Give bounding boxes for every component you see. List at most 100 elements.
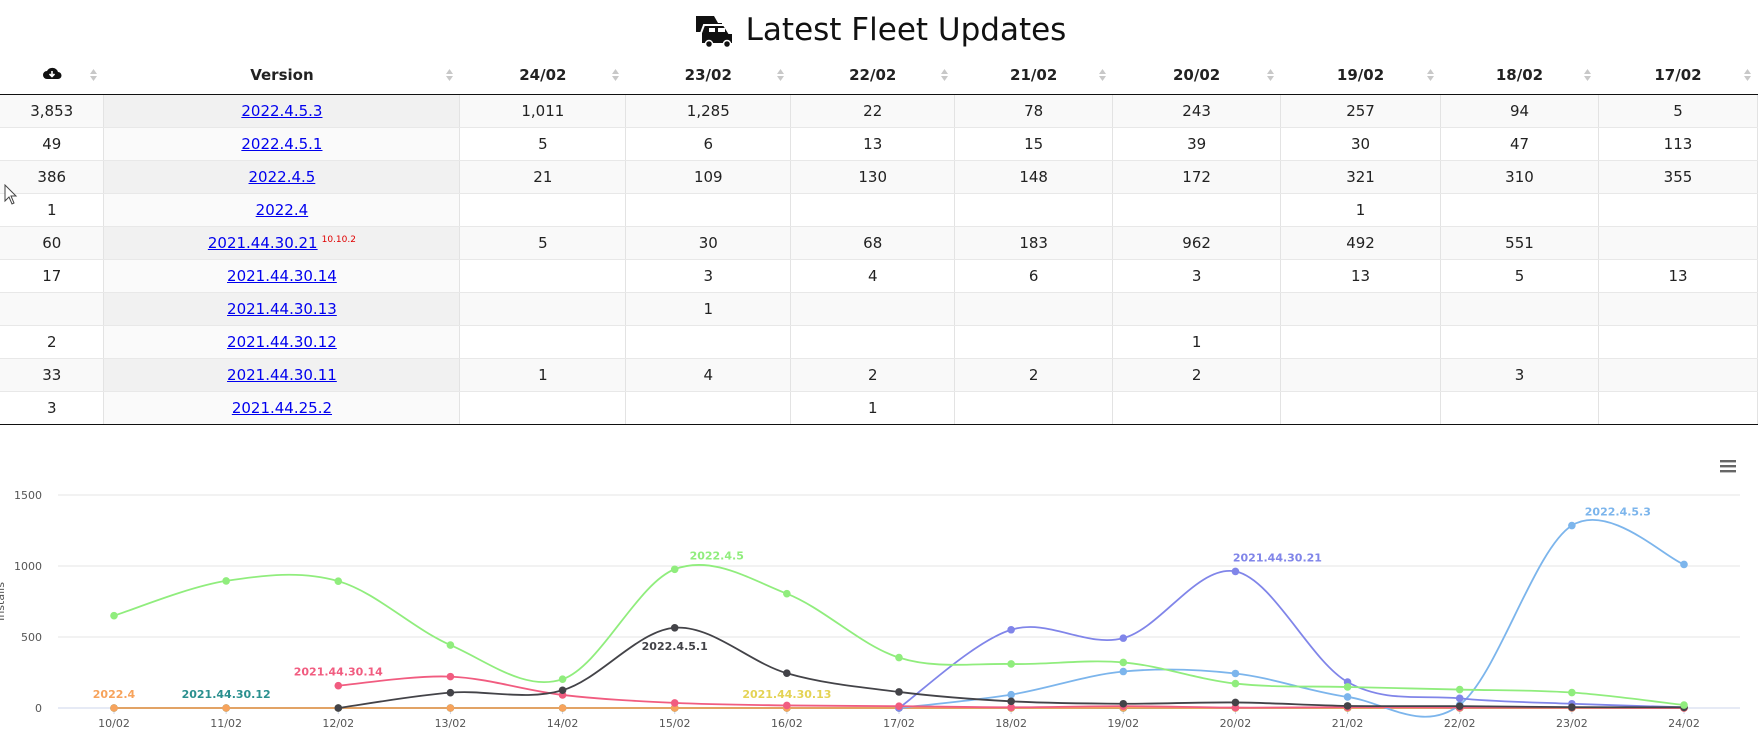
version-link[interactable]: 2021.44.30.12 [227, 333, 337, 351]
data-point[interactable] [558, 704, 567, 712]
data-point[interactable] [222, 577, 230, 585]
daily-count-cell: 4 [790, 259, 956, 293]
version-link[interactable]: 2021.44.25.2 [231, 399, 333, 417]
sort-icon[interactable] [1743, 68, 1752, 82]
data-point[interactable] [1119, 658, 1128, 667]
column-header[interactable]: Version [103, 56, 460, 95]
data-point[interactable] [334, 681, 343, 690]
daily-count-cell [459, 292, 627, 326]
column-header[interactable]: 18/02 [1440, 56, 1599, 95]
sort-icon[interactable] [89, 68, 98, 82]
sort-icon[interactable] [1583, 68, 1592, 82]
table-row: 3 2021.44.25.2 1 [0, 391, 1758, 425]
version-link[interactable]: 2021.44.30.13 [227, 300, 337, 318]
daily-count-cell: 113 [1598, 127, 1758, 161]
daily-count-cell [1112, 193, 1282, 227]
daily-count-cell: 4 [625, 358, 792, 392]
data-point[interactable] [110, 611, 118, 620]
data-point[interactable] [1119, 634, 1128, 642]
data-point[interactable] [446, 688, 455, 697]
page-header: Latest Fleet Updates [0, 0, 1758, 60]
data-point[interactable] [1007, 660, 1015, 668]
data-point[interactable] [1007, 690, 1015, 699]
column-header-total[interactable] [0, 56, 104, 95]
series-data-label: 2021.44.30.12 [182, 688, 271, 701]
data-point[interactable] [783, 669, 791, 678]
data-point[interactable] [222, 704, 230, 712]
data-point[interactable] [558, 675, 567, 683]
data-point[interactable] [1455, 694, 1464, 703]
sort-icon[interactable] [445, 68, 454, 82]
data-point[interactable] [110, 704, 118, 712]
data-point[interactable] [895, 688, 903, 696]
daily-count-cell [954, 325, 1114, 359]
sort-icon[interactable] [940, 68, 949, 82]
data-point[interactable] [1343, 693, 1352, 701]
version-link[interactable]: 2022.4.5 [248, 168, 316, 186]
data-point[interactable] [1119, 699, 1128, 708]
version-cell: 2022.4.5.3 [103, 94, 461, 128]
sort-icon[interactable] [611, 68, 620, 82]
data-point[interactable] [670, 623, 679, 632]
data-point[interactable] [895, 653, 903, 662]
data-point[interactable] [1343, 702, 1352, 710]
data-point[interactable] [1231, 698, 1240, 707]
total-cell: 386 [0, 160, 105, 194]
data-point[interactable] [1231, 567, 1240, 576]
hamburger-menu-icon[interactable] [1718, 458, 1738, 474]
sort-icon[interactable] [1426, 68, 1435, 82]
data-point[interactable] [1455, 685, 1464, 694]
data-point[interactable] [783, 701, 791, 710]
data-point[interactable] [1568, 688, 1576, 697]
total-cell: 49 [0, 127, 105, 161]
x-tick-label: 15/02 [659, 717, 691, 730]
sort-icon[interactable] [1266, 68, 1275, 82]
series-data-label: 2021.44.30.21 [1233, 551, 1322, 564]
data-point[interactable] [1455, 702, 1464, 710]
version-link[interactable]: 2022.4 [255, 201, 309, 219]
data-point[interactable] [1343, 683, 1352, 691]
version-link[interactable]: 2022.4.5.3 [241, 102, 323, 120]
data-point[interactable] [670, 699, 679, 707]
daily-count-cell: 310 [1440, 160, 1599, 194]
data-point[interactable] [895, 702, 903, 710]
version-link[interactable]: 2021.44.30.11 [227, 366, 337, 384]
column-header[interactable]: 23/02 [625, 56, 791, 95]
data-point[interactable] [1119, 667, 1128, 676]
data-point[interactable] [446, 704, 455, 712]
daily-count-cell: 13 [1280, 259, 1442, 293]
data-point[interactable] [1231, 669, 1240, 678]
column-header[interactable]: 24/02 [459, 56, 626, 95]
data-point[interactable] [1007, 703, 1015, 712]
version-link[interactable]: 2021.44.30.21 [207, 234, 318, 252]
data-point[interactable] [446, 641, 455, 649]
data-point[interactable] [558, 686, 567, 695]
data-point[interactable] [670, 565, 679, 574]
column-header[interactable]: 21/02 [954, 56, 1113, 95]
daily-count-cell [1598, 325, 1758, 359]
version-link[interactable]: 2021.44.30.14 [227, 267, 337, 285]
version-cell: 2021.44.30.14 [103, 259, 461, 293]
daily-count-cell [625, 325, 792, 359]
daily-count-cell [1112, 292, 1282, 326]
data-point[interactable] [1007, 697, 1015, 706]
data-point[interactable] [1007, 625, 1015, 634]
column-header[interactable]: 19/02 [1280, 56, 1441, 95]
data-point[interactable] [334, 704, 343, 712]
sort-icon[interactable] [1098, 68, 1107, 82]
column-header[interactable]: 22/02 [790, 56, 955, 95]
data-point[interactable] [1568, 521, 1576, 530]
sort-icon[interactable] [776, 68, 785, 82]
series-line [898, 570, 1685, 709]
data-point[interactable] [1680, 560, 1688, 569]
data-point[interactable] [1568, 703, 1576, 711]
data-point[interactable] [334, 577, 343, 585]
column-header[interactable]: 20/02 [1112, 56, 1281, 95]
version-cell: 2022.4.5 [103, 160, 461, 194]
version-link[interactable]: 2022.4.5.1 [241, 135, 323, 153]
data-point[interactable] [1231, 679, 1240, 688]
data-point[interactable] [446, 672, 455, 681]
column-header[interactable]: 17/02 [1598, 56, 1758, 95]
data-point[interactable] [783, 589, 791, 598]
data-point[interactable] [1680, 701, 1688, 709]
